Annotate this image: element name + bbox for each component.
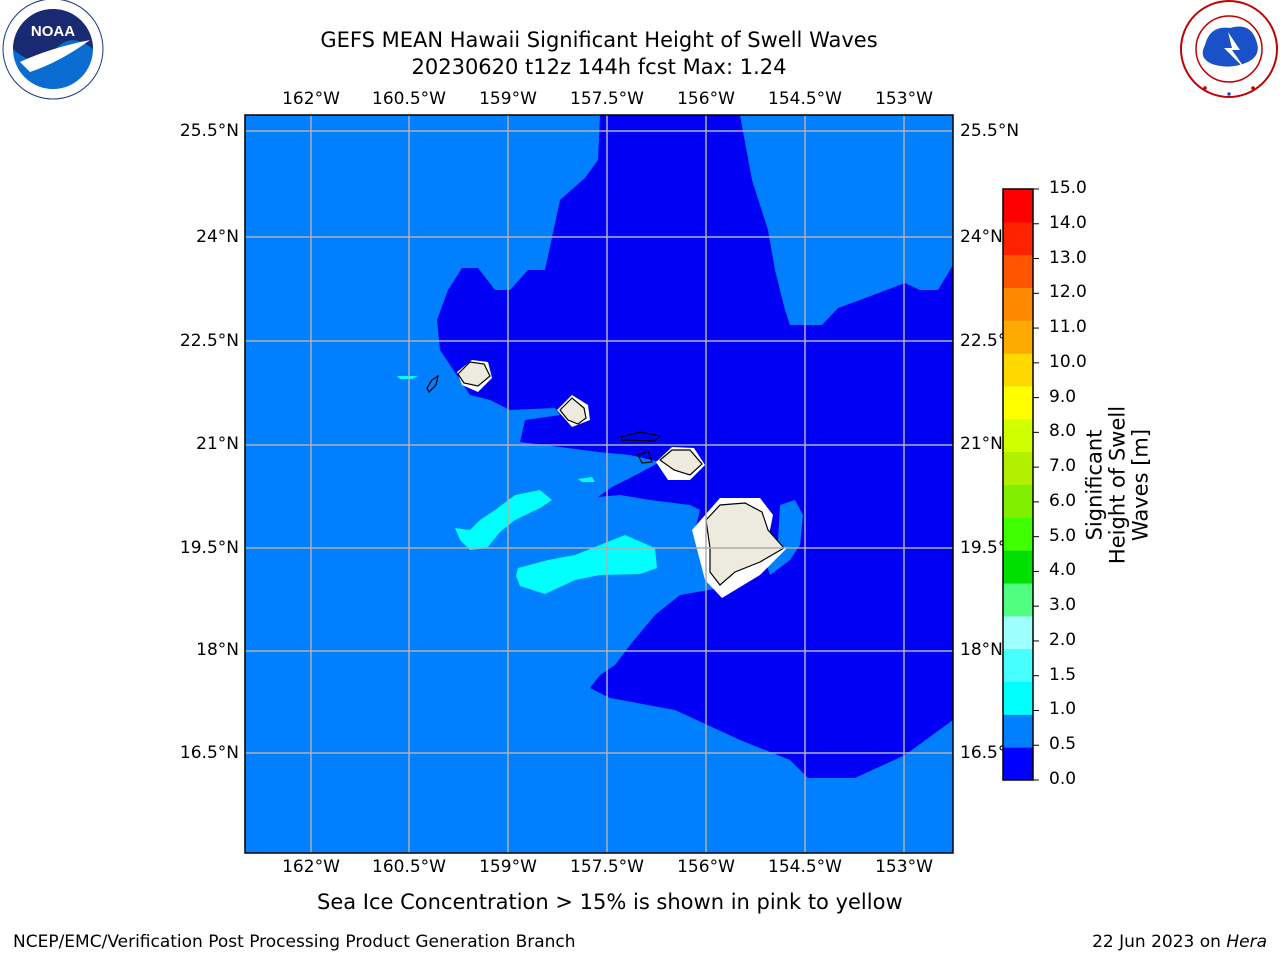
- colorbar-swatch: [1003, 353, 1033, 387]
- island-kauai: [457, 361, 491, 387]
- graticule: [245, 115, 953, 853]
- lat-label: 25.5°N: [960, 121, 1020, 141]
- colorbar-tick-label: 9.0: [1049, 386, 1077, 407]
- lon-label: 160.5°W: [372, 857, 446, 877]
- colorbar-tick-label: 7.0: [1049, 456, 1077, 477]
- footer-right: 22 Jun 2023 on Hera: [1092, 932, 1267, 952]
- ocean-high-patch: [578, 477, 595, 482]
- colorbar-tick-label: 10.0: [1049, 351, 1087, 372]
- lon-label: 160.5°W: [372, 89, 446, 109]
- island-hawaii: [705, 502, 785, 586]
- island-niihau: [426, 374, 439, 394]
- colorbar-tick-label: 15.0: [1049, 178, 1087, 198]
- footer-left: NCEP/EMC/Verification Post Processing Pr…: [13, 932, 576, 952]
- lon-label: 153°W: [875, 857, 933, 877]
- ocean-high-patch: [397, 376, 418, 379]
- colorbar-swatch: [1003, 386, 1033, 420]
- colorbar-swatch: [1003, 517, 1033, 551]
- colorbar-tick-label: 1.0: [1049, 699, 1077, 720]
- ocean-high-patch: [516, 535, 657, 594]
- colorbar-swatch: [1003, 254, 1033, 288]
- colorbar-tick-label: 11.0: [1049, 317, 1087, 338]
- map-frame: [244, 114, 954, 854]
- lat-label: 24°N: [196, 227, 239, 247]
- ocean-high-patch: [455, 490, 552, 550]
- lon-label: 159°W: [479, 89, 537, 109]
- island-maui: [659, 449, 703, 476]
- lon-label: 157.5°W: [570, 857, 644, 877]
- colorbar-tick-label: 4.0: [1049, 560, 1077, 581]
- colorbar-tick-label: 12.0: [1049, 282, 1087, 303]
- lon-label: 159°W: [479, 857, 537, 877]
- colorbar-swatch: [1003, 583, 1033, 617]
- colorbar-tick-label: 3.0: [1049, 595, 1077, 616]
- colorbar-swatch: [1003, 320, 1033, 354]
- lat-label: 24°N: [960, 227, 1003, 247]
- colorbar-tick-label: 0.0: [1049, 769, 1077, 789]
- colorbar-swatch: [1003, 714, 1033, 748]
- lon-label: 157.5°W: [570, 89, 644, 109]
- colorbar-swatch: [1003, 418, 1033, 453]
- colorbar-tick-label: 13.0: [1049, 247, 1087, 268]
- lat-label: 19.5°N: [179, 538, 239, 558]
- colorbar-swatch: [1003, 681, 1033, 715]
- colorbar-swatch: [1003, 615, 1033, 650]
- colorbar-title-line2: Waves [m]: [1128, 428, 1153, 542]
- colorbar-tick-label: 2.0: [1049, 629, 1077, 650]
- lon-label: 153°W: [875, 89, 933, 109]
- colorbar-swatch: [1003, 287, 1033, 321]
- colorbar-tick-label: 0.5: [1049, 734, 1077, 755]
- colorbar-tick-label: 6.0: [1049, 490, 1077, 511]
- colorbar-swatch: [1003, 747, 1033, 781]
- lat-label: 22.5°N: [179, 331, 239, 351]
- footer-date: 22 Jun 2023 on: [1092, 932, 1227, 952]
- lat-label: 25.5°N: [179, 121, 239, 141]
- lon-label: 156°W: [677, 89, 735, 109]
- colorbar-swatch: [1003, 550, 1033, 584]
- colorbar-frame: [1002, 188, 1034, 781]
- colorbar-tick-label: 5.0: [1049, 525, 1077, 546]
- colorbar-title-line1: Significant Height of Swell: [1082, 405, 1130, 565]
- lat-label: 21°N: [196, 434, 239, 454]
- lon-label: 162°W: [282, 857, 340, 877]
- ocean-low-region: [437, 115, 953, 778]
- footer-machine: Hera: [1226, 932, 1267, 952]
- lat-label: 16.5°N: [179, 743, 239, 763]
- colorbar-swatch: [1003, 451, 1033, 485]
- lat-label: 18°N: [196, 640, 239, 660]
- lat-label: 21°N: [960, 434, 1003, 454]
- chart-title-line1: GEFS MEAN Hawaii Significant Height of S…: [320, 28, 878, 52]
- island-molokai: [620, 431, 662, 442]
- lon-label: 154.5°W: [768, 857, 842, 877]
- lon-label: 162°W: [282, 89, 340, 109]
- island-oahu: [559, 397, 587, 425]
- colorbar-swatch: [1003, 484, 1033, 518]
- sea-ice-note: Sea Ice Concentration > 15% is shown in …: [317, 890, 903, 914]
- island-lanai: [637, 450, 653, 464]
- colorbar-tick-label: 1.5: [1049, 664, 1077, 685]
- colorbar-title: Significant Height of Swell Waves [m]: [1082, 404, 1153, 566]
- colorbar-swatch: [1003, 648, 1033, 682]
- chart-title-line2: 20230620 t12z 144h fcst Max: 1.24: [411, 55, 787, 79]
- colorbar-tick-label: 8.0: [1049, 421, 1077, 442]
- lon-label: 154.5°W: [768, 89, 842, 109]
- colorbar-swatch: [1003, 189, 1033, 223]
- colorbar-swatch: [1003, 221, 1033, 256]
- lat-label: 18°N: [960, 640, 1003, 660]
- lon-label: 156°W: [677, 857, 735, 877]
- colorbar-tick-label: 14.0: [1049, 212, 1087, 233]
